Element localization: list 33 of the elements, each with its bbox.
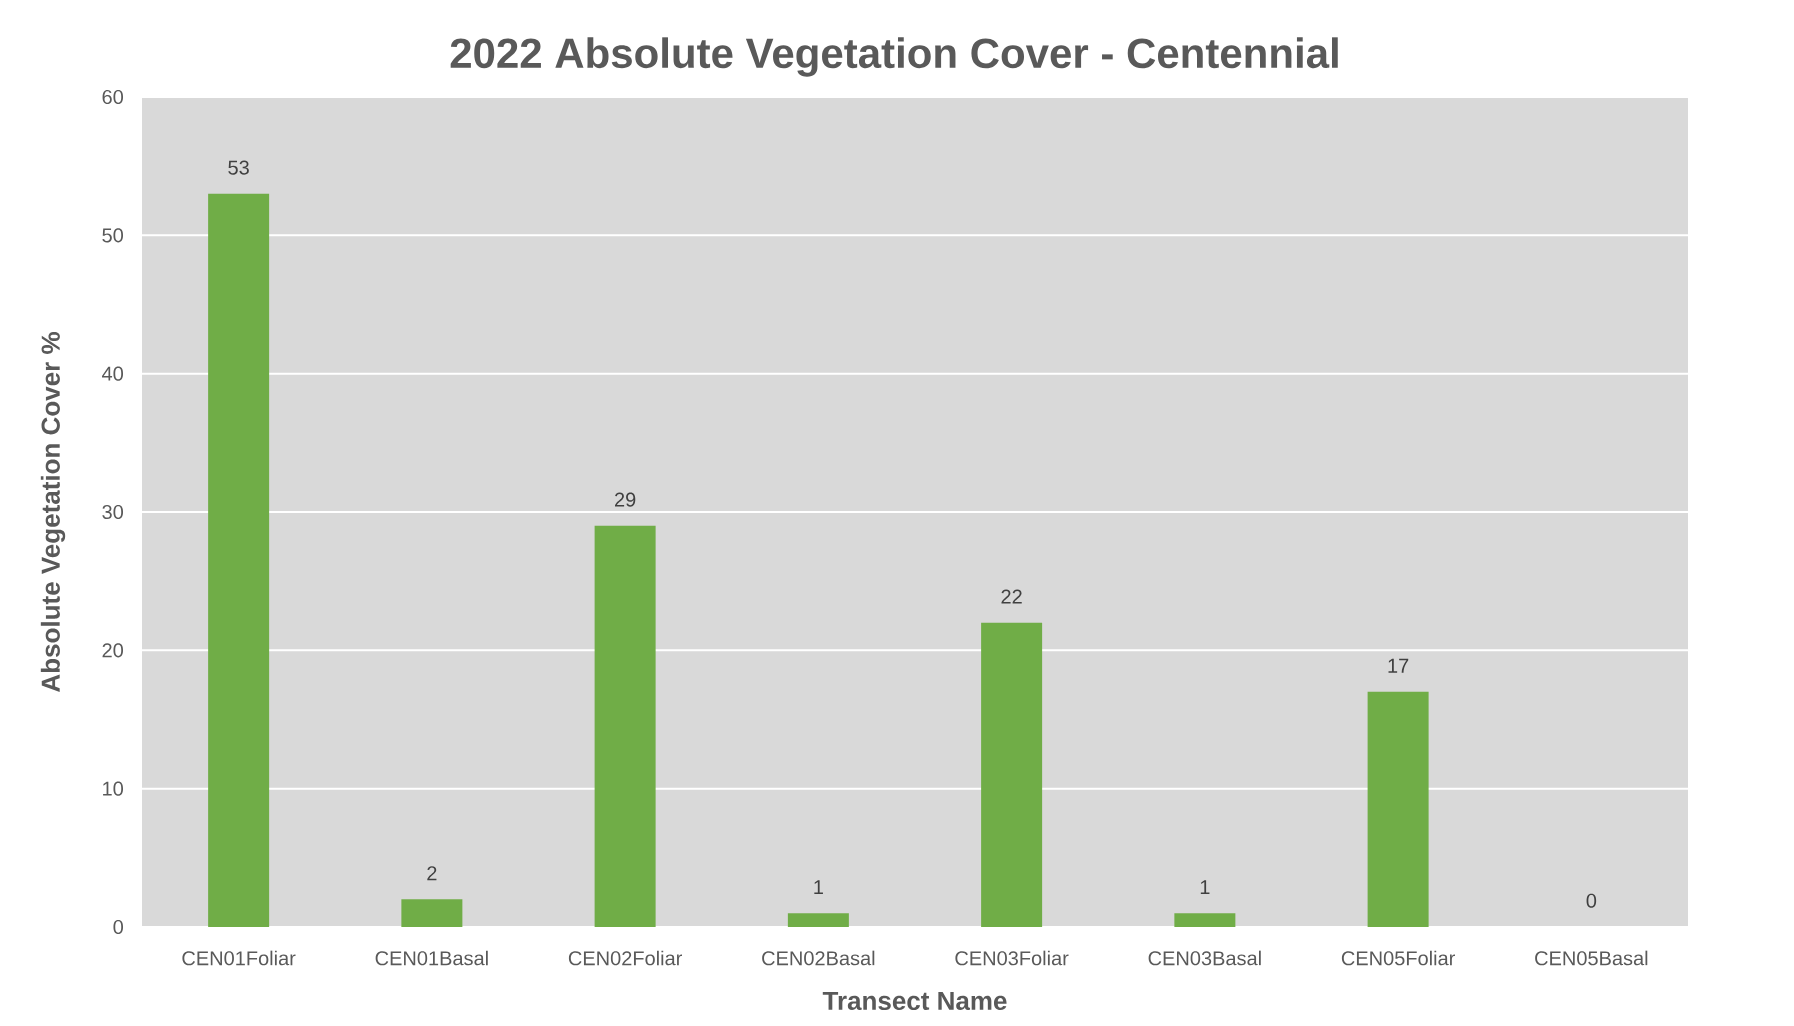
bar [401,899,463,927]
bar [787,913,849,927]
x-tick-label: CEN05Foliar [1341,950,1455,966]
x-tick-label: CEN03Basal [1148,950,1261,966]
data-label: 22 [1001,589,1022,604]
data-label: 0 [1586,893,1597,908]
bar [1367,691,1429,927]
y-axis-title: Absolute Vegetation Cover % [40,332,66,692]
y-tick-label: 20 [102,643,124,658]
x-tick-label: CEN03Foliar [955,950,1069,966]
data-label: 2 [427,866,437,881]
x-tick-label: CEN01Foliar [182,950,296,966]
x-axis-title: Transect Name [822,991,1007,1011]
y-tick-label: 50 [102,228,124,243]
data-label: 17 [1388,658,1409,673]
y-tick-label: 10 [103,781,124,796]
bar [594,525,656,927]
x-tick-label: CEN02Foliar [568,950,683,966]
chart-title: 2022 Absolute Vegetation Cover - Centennial [450,37,1338,77]
y-tick-label: 40 [102,366,124,381]
y-tick-label: 0 [113,919,124,935]
data-label: 1 [1200,880,1210,894]
y-tick-label: 60 [102,89,124,105]
x-tick-label: CEN02Basal [762,950,875,966]
data-label: 29 [615,492,636,507]
y-tick-label: 30 [102,504,124,520]
x-tick-label: CEN05Basal [1535,950,1648,966]
data-label: 1 [814,880,823,894]
bar [981,622,1043,927]
data-label: 53 [228,160,249,175]
bar [1174,913,1236,927]
x-tick-label: CEN01Basal [375,950,488,966]
bar [208,193,270,927]
